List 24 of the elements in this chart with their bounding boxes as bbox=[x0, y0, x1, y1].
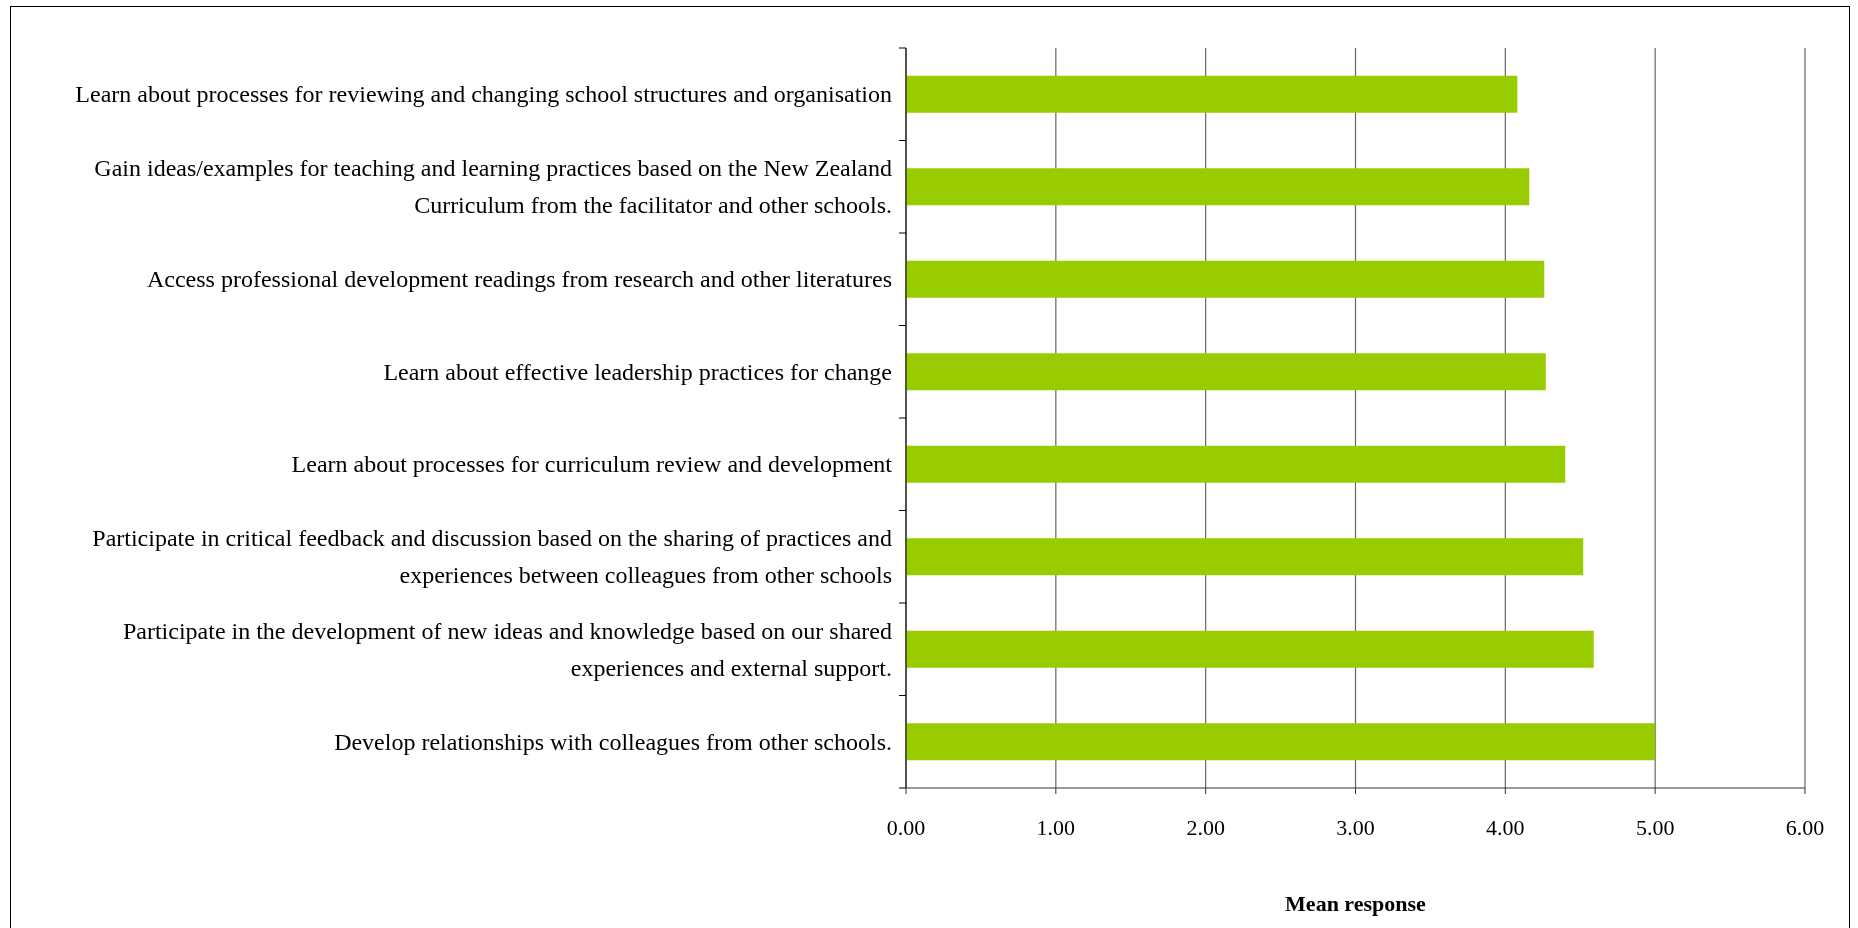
x-tick-label: 4.00 bbox=[1486, 814, 1525, 840]
y-tick-label: Learn about effective leadership practices for change bbox=[383, 358, 892, 385]
x-tick-label: 6.00 bbox=[1785, 814, 1825, 840]
bar bbox=[906, 723, 1656, 761]
bar bbox=[906, 75, 1518, 113]
bar bbox=[906, 538, 1584, 576]
x-tick-label: 0.00 bbox=[886, 814, 926, 840]
x-axis-title: Mean response bbox=[1285, 891, 1427, 916]
x-tick-label: 1.00 bbox=[1036, 814, 1076, 840]
bar bbox=[906, 630, 1594, 668]
y-tick-label: Participate in critical feedback and discussion based on the sharing of practices and experiences between colleagues from other schools bbox=[92, 525, 892, 589]
y-tick-label: Learn about processes for reviewing and changing school structures and organisation bbox=[75, 81, 892, 108]
bar bbox=[906, 445, 1566, 483]
x-tick-label: 2.00 bbox=[1186, 814, 1225, 840]
x-tick-label: 3.00 bbox=[1336, 814, 1375, 840]
y-tick-label: Develop relationships with colleagues from other schools. bbox=[334, 728, 892, 755]
y-tick-label: Gain ideas/examples for teaching and learning practices based on the New Zealand Curriculum from the facilitator and other schools. bbox=[94, 155, 892, 219]
bar bbox=[906, 168, 1530, 206]
bar bbox=[906, 353, 1546, 391]
x-tick-label: 5.00 bbox=[1635, 814, 1675, 840]
y-tick-label: Learn about processes for curriculum review and development bbox=[291, 451, 893, 478]
bar bbox=[906, 260, 1545, 298]
y-tick-label: Access professional development readings from research and other literatures bbox=[146, 266, 892, 293]
y-tick-label: Participate in the development of new ideas and knowledge based on our shared experiences and external support. bbox=[122, 617, 892, 681]
